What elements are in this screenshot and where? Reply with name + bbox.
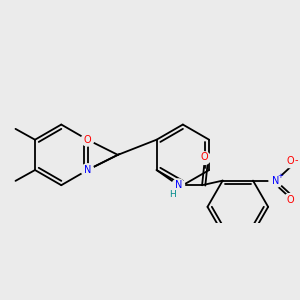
Text: O: O — [84, 135, 91, 145]
Circle shape — [198, 152, 211, 164]
Circle shape — [81, 134, 94, 146]
Circle shape — [284, 156, 296, 168]
Circle shape — [269, 174, 283, 187]
Text: N: N — [84, 165, 91, 175]
Text: H: H — [169, 190, 176, 200]
Text: O: O — [286, 156, 294, 166]
Text: O: O — [200, 152, 208, 162]
Text: N: N — [175, 180, 182, 190]
Text: -: - — [295, 156, 298, 166]
Circle shape — [81, 164, 94, 176]
Text: O: O — [286, 195, 294, 206]
Text: N: N — [272, 176, 279, 186]
Text: +: + — [278, 173, 284, 179]
Circle shape — [172, 179, 184, 191]
Circle shape — [284, 194, 296, 206]
